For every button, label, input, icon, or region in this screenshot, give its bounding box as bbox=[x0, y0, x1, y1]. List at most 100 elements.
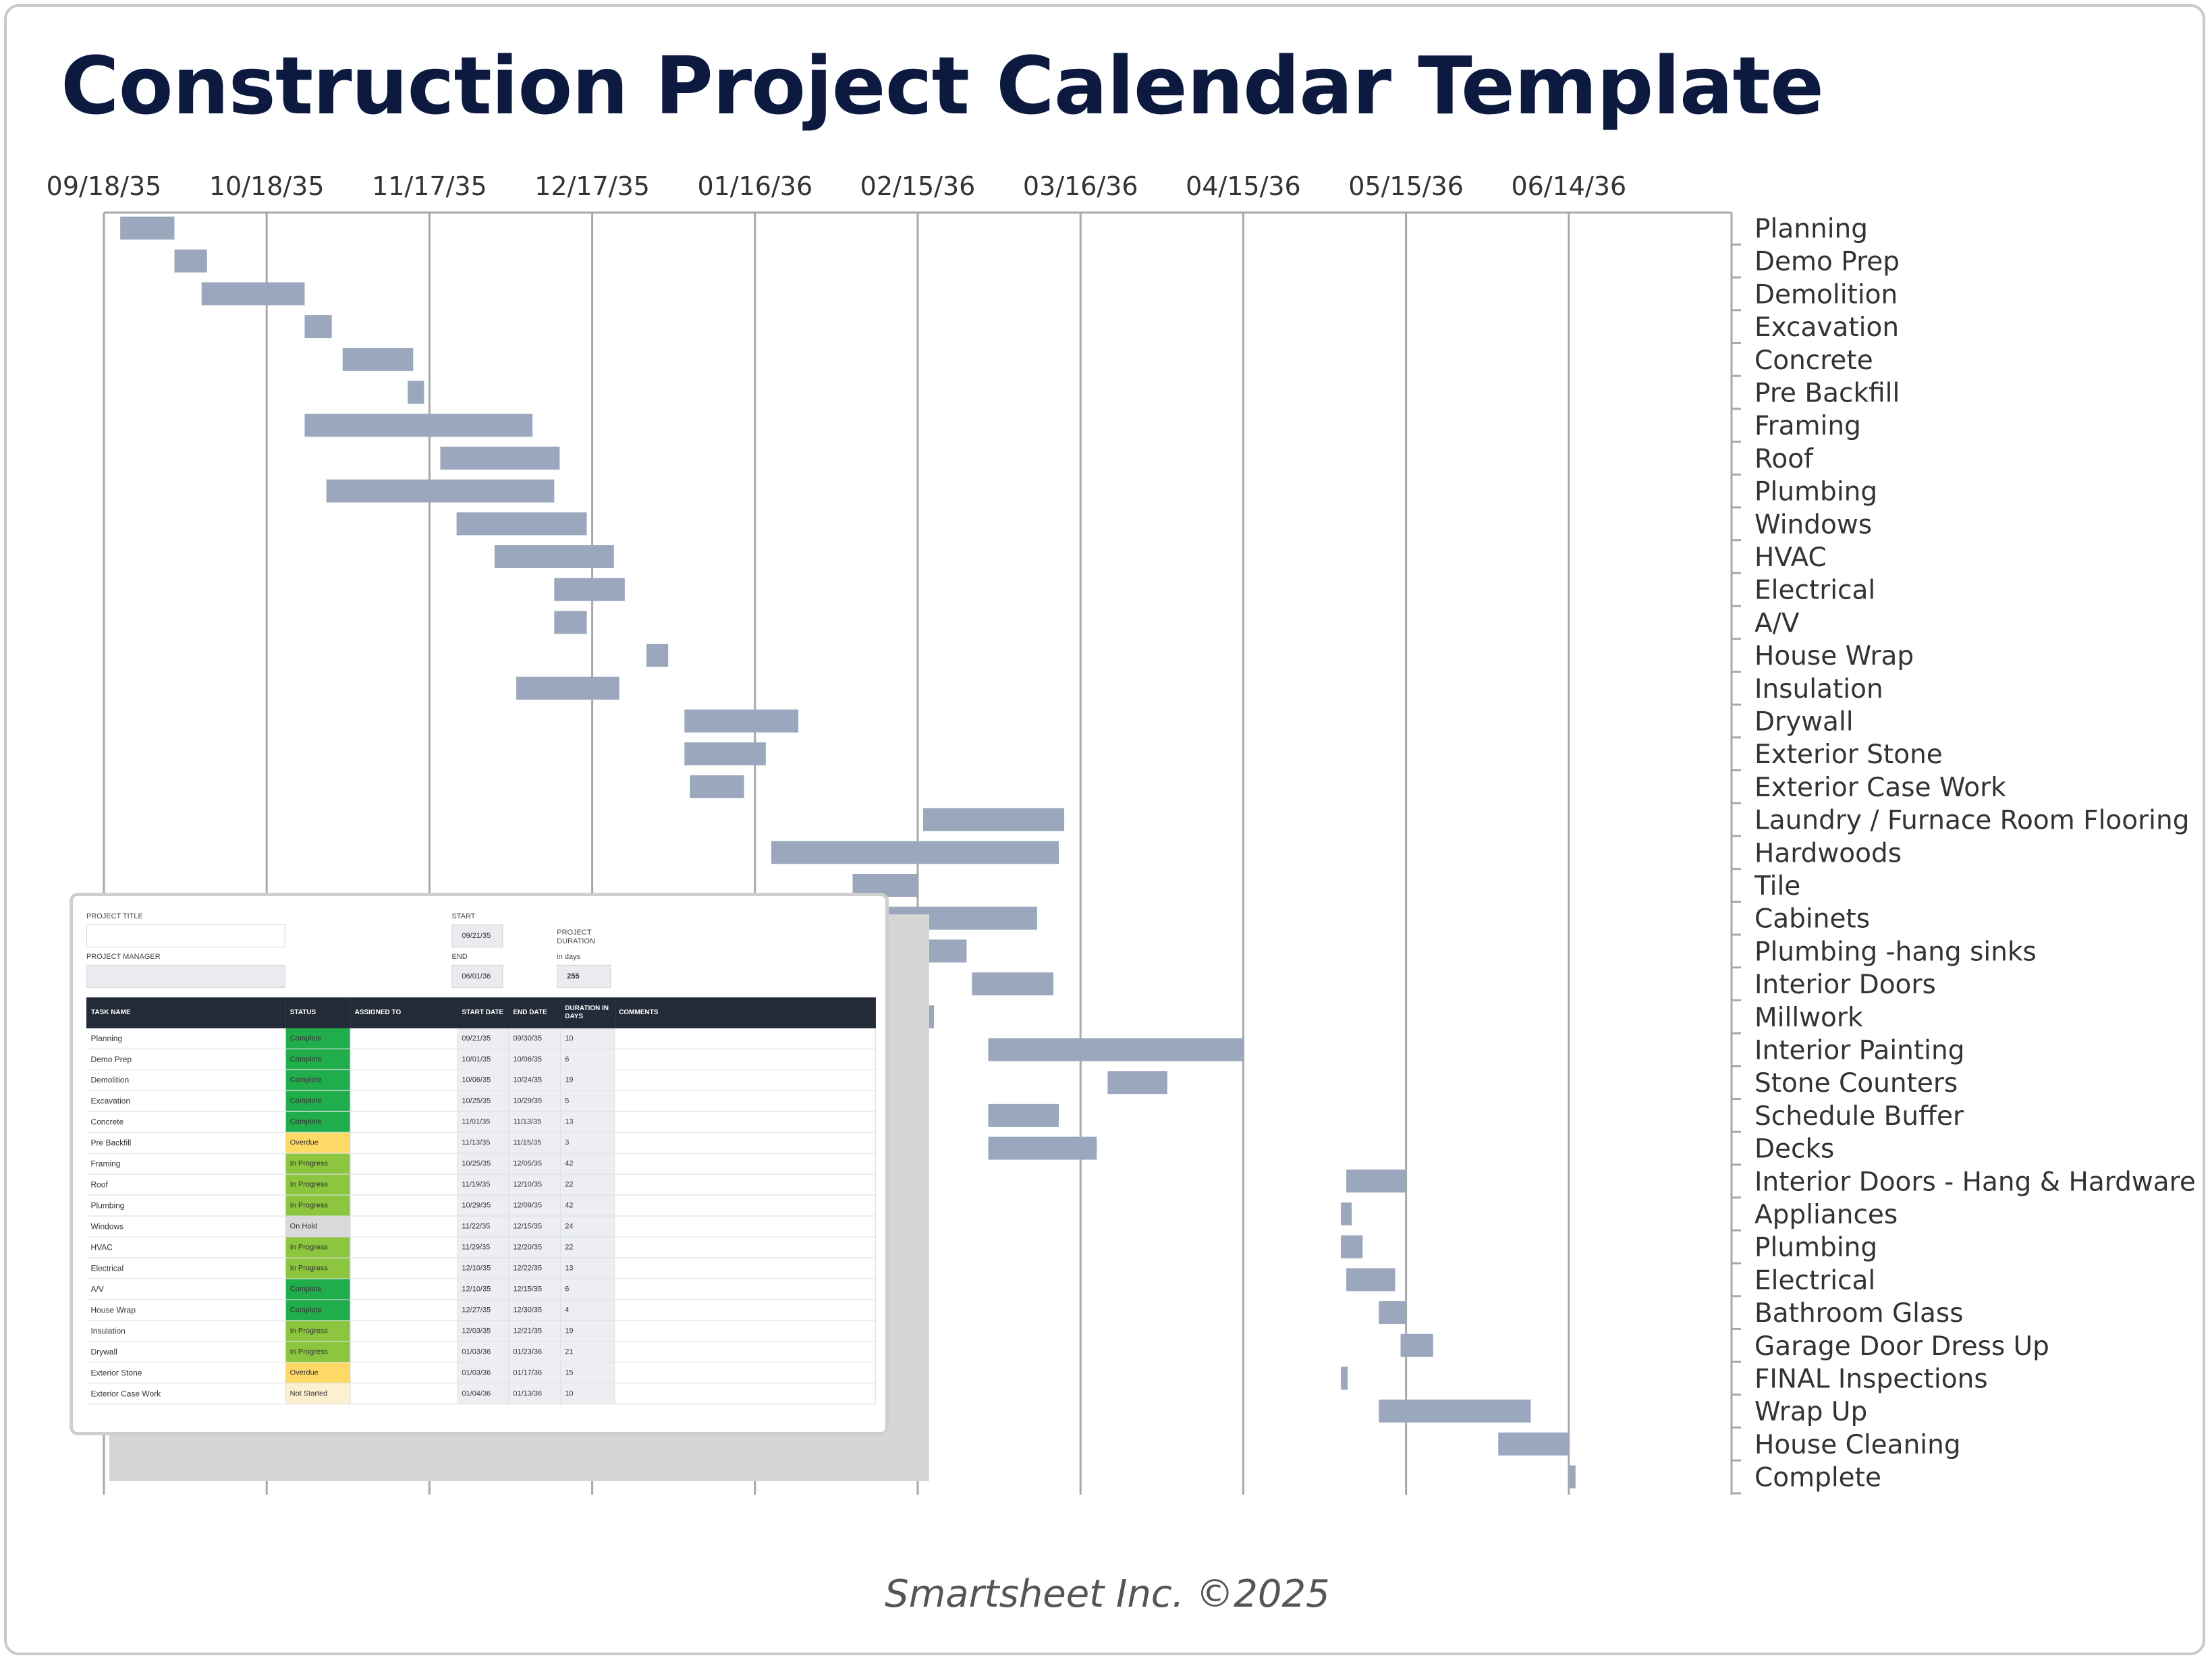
duration-cell[interactable]: 6 bbox=[560, 1049, 615, 1070]
comments-cell[interactable] bbox=[614, 1383, 876, 1405]
task-name-cell[interactable]: Excavation bbox=[86, 1090, 286, 1112]
task-name-cell[interactable]: Planning bbox=[86, 1028, 286, 1049]
end-date-cell[interactable]: 12/09/35 bbox=[508, 1195, 561, 1217]
end-date-cell[interactable]: 12/15/35 bbox=[508, 1278, 561, 1300]
duration-cell[interactable]: 6 bbox=[560, 1278, 615, 1300]
status-cell[interactable]: In Progress bbox=[285, 1257, 351, 1279]
task-name-cell[interactable]: A/V bbox=[86, 1278, 286, 1300]
end-date-cell[interactable]: 12/20/35 bbox=[508, 1236, 561, 1258]
end-date-cell[interactable]: 10/24/35 bbox=[508, 1070, 561, 1091]
start-date-cell[interactable]: 10/01/35 bbox=[457, 1049, 509, 1070]
end-date-cell[interactable]: 10/06/35 bbox=[508, 1049, 561, 1070]
start-date-cell[interactable]: 12/27/35 bbox=[457, 1299, 509, 1321]
status-cell[interactable]: Overdue bbox=[285, 1362, 351, 1384]
end-date-cell[interactable]: 12/05/35 bbox=[508, 1153, 561, 1175]
duration-cell[interactable]: 5 bbox=[560, 1090, 615, 1112]
end-date-cell[interactable]: 11/13/35 bbox=[508, 1111, 561, 1133]
start-date-cell[interactable]: 09/21/35 bbox=[457, 1028, 509, 1049]
end-date-cell[interactable]: 12/30/35 bbox=[508, 1299, 561, 1321]
start-date-cell[interactable]: 10/25/35 bbox=[457, 1153, 509, 1175]
status-cell[interactable]: In Progress bbox=[285, 1195, 351, 1217]
end-date-field[interactable]: 06/01/36 bbox=[451, 964, 503, 988]
end-date-cell[interactable]: 12/22/35 bbox=[508, 1257, 561, 1279]
status-cell[interactable]: In Progress bbox=[285, 1153, 351, 1175]
comments-cell[interactable] bbox=[614, 1362, 876, 1384]
comments-cell[interactable] bbox=[614, 1320, 876, 1342]
duration-cell[interactable]: 10 bbox=[560, 1028, 615, 1049]
comments-cell[interactable] bbox=[614, 1257, 876, 1279]
end-date-cell[interactable]: 12/10/35 bbox=[508, 1174, 561, 1196]
assigned-to-cell[interactable] bbox=[350, 1257, 458, 1279]
task-name-cell[interactable]: Concrete bbox=[86, 1111, 286, 1133]
status-cell[interactable]: Not Started bbox=[285, 1383, 351, 1405]
status-cell[interactable]: In Progress bbox=[285, 1174, 351, 1196]
comments-cell[interactable] bbox=[614, 1299, 876, 1321]
status-cell[interactable]: Complete bbox=[285, 1111, 351, 1133]
start-date-cell[interactable]: 12/10/35 bbox=[457, 1278, 509, 1300]
assigned-to-cell[interactable] bbox=[350, 1070, 458, 1091]
end-date-cell[interactable]: 11/15/35 bbox=[508, 1132, 561, 1154]
task-name-cell[interactable]: Roof bbox=[86, 1174, 286, 1196]
duration-cell[interactable]: 15 bbox=[560, 1362, 615, 1384]
start-date-cell[interactable]: 11/22/35 bbox=[457, 1216, 509, 1238]
assigned-to-cell[interactable] bbox=[350, 1236, 458, 1258]
assigned-to-cell[interactable] bbox=[350, 1028, 458, 1049]
end-date-cell[interactable]: 10/29/35 bbox=[508, 1090, 561, 1112]
duration-cell[interactable]: 22 bbox=[560, 1236, 615, 1258]
assigned-to-cell[interactable] bbox=[350, 1153, 458, 1175]
comments-cell[interactable] bbox=[614, 1174, 876, 1196]
assigned-to-cell[interactable] bbox=[350, 1049, 458, 1070]
comments-cell[interactable] bbox=[614, 1153, 876, 1175]
status-cell[interactable]: Overdue bbox=[285, 1132, 351, 1154]
assigned-to-cell[interactable] bbox=[350, 1299, 458, 1321]
status-cell[interactable]: On Hold bbox=[285, 1216, 351, 1238]
end-date-cell[interactable]: 12/15/35 bbox=[508, 1216, 561, 1238]
assigned-to-cell[interactable] bbox=[350, 1111, 458, 1133]
comments-cell[interactable] bbox=[614, 1090, 876, 1112]
start-date-cell[interactable]: 12/03/35 bbox=[457, 1320, 509, 1342]
task-name-cell[interactable]: HVAC bbox=[86, 1236, 286, 1258]
comments-cell[interactable] bbox=[614, 1028, 876, 1049]
comments-cell[interactable] bbox=[614, 1132, 876, 1154]
task-name-cell[interactable]: Electrical bbox=[86, 1257, 286, 1279]
project-title-field[interactable] bbox=[86, 924, 285, 947]
start-date-cell[interactable]: 11/29/35 bbox=[457, 1236, 509, 1258]
status-cell[interactable]: Complete bbox=[285, 1278, 351, 1300]
assigned-to-cell[interactable] bbox=[350, 1341, 458, 1363]
comments-cell[interactable] bbox=[614, 1341, 876, 1363]
task-name-cell[interactable]: Framing bbox=[86, 1153, 286, 1175]
status-cell[interactable]: Complete bbox=[285, 1090, 351, 1112]
end-date-cell[interactable]: 12/21/35 bbox=[508, 1320, 561, 1342]
assigned-to-cell[interactable] bbox=[350, 1320, 458, 1342]
duration-cell[interactable]: 42 bbox=[560, 1153, 615, 1175]
end-date-cell[interactable]: 09/30/35 bbox=[508, 1028, 561, 1049]
duration-cell[interactable]: 21 bbox=[560, 1341, 615, 1363]
end-date-cell[interactable]: 01/17/36 bbox=[508, 1362, 561, 1384]
task-name-cell[interactable]: Demolition bbox=[86, 1070, 286, 1091]
duration-cell[interactable]: 42 bbox=[560, 1195, 615, 1217]
duration-cell[interactable]: 19 bbox=[560, 1070, 615, 1091]
start-date-cell[interactable]: 01/03/36 bbox=[457, 1362, 509, 1384]
status-cell[interactable]: In Progress bbox=[285, 1341, 351, 1363]
comments-cell[interactable] bbox=[614, 1278, 876, 1300]
start-date-cell[interactable]: 11/01/35 bbox=[457, 1111, 509, 1133]
duration-cell[interactable]: 10 bbox=[560, 1383, 615, 1405]
status-cell[interactable]: In Progress bbox=[285, 1236, 351, 1258]
duration-cell[interactable]: 4 bbox=[560, 1299, 615, 1321]
start-date-cell[interactable]: 10/06/35 bbox=[457, 1070, 509, 1091]
status-cell[interactable]: Complete bbox=[285, 1299, 351, 1321]
comments-cell[interactable] bbox=[614, 1049, 876, 1070]
duration-cell[interactable]: 24 bbox=[560, 1216, 615, 1238]
task-name-cell[interactable]: Pre Backfill bbox=[86, 1132, 286, 1154]
duration-cell[interactable]: 13 bbox=[560, 1257, 615, 1279]
assigned-to-cell[interactable] bbox=[350, 1216, 458, 1238]
assigned-to-cell[interactable] bbox=[350, 1278, 458, 1300]
status-cell[interactable]: Complete bbox=[285, 1049, 351, 1070]
start-date-cell[interactable]: 12/10/35 bbox=[457, 1257, 509, 1279]
start-date-cell[interactable]: 10/29/35 bbox=[457, 1195, 509, 1217]
start-date-cell[interactable]: 10/25/35 bbox=[457, 1090, 509, 1112]
task-name-cell[interactable]: Demo Prep bbox=[86, 1049, 286, 1070]
comments-cell[interactable] bbox=[614, 1195, 876, 1217]
task-name-cell[interactable]: Insulation bbox=[86, 1320, 286, 1342]
task-name-cell[interactable]: House Wrap bbox=[86, 1299, 286, 1321]
